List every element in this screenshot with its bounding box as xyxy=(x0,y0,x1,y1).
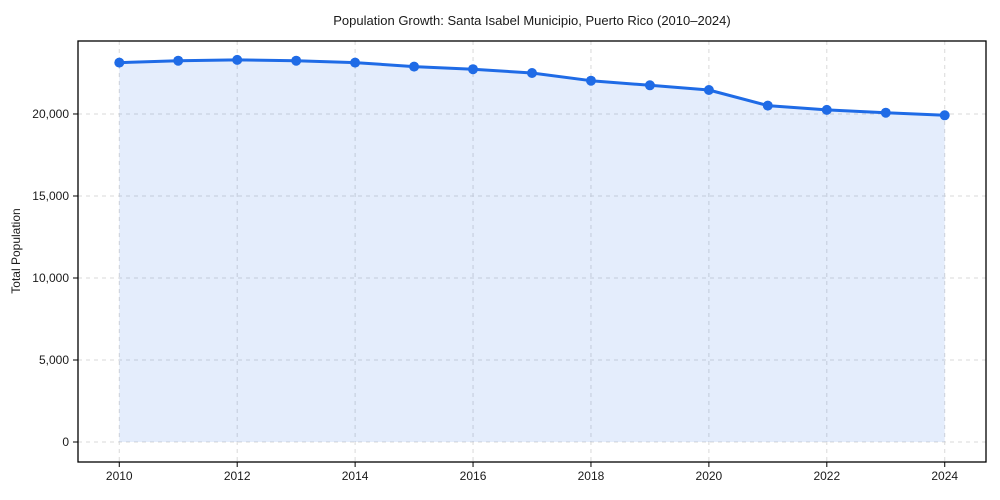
data-point-2013 xyxy=(291,55,302,66)
x-tick-label: 2018 xyxy=(578,469,605,483)
frame-layer xyxy=(77,40,987,463)
data-point-2010 xyxy=(114,57,125,68)
x-tick-label: 2020 xyxy=(696,469,723,483)
tick-label-layer: 2010 2012 2014 2016 2018 2020 2022 2024 0 5,000 10… xyxy=(32,107,958,483)
y-tick-label: 10,000 xyxy=(32,271,69,285)
area-fill xyxy=(119,59,945,442)
data-point-2022 xyxy=(821,104,832,115)
x-tick-label: 2010 xyxy=(106,469,133,483)
y-tick-label: 0 xyxy=(62,435,69,449)
chart-title: Population Growth: Santa Isabel Municipi… xyxy=(333,13,730,28)
y-tick-label: 5,000 xyxy=(39,353,69,367)
data-point-2015 xyxy=(409,61,420,72)
gridline-layer xyxy=(78,41,986,462)
y-tick-label: 15,000 xyxy=(32,189,69,203)
x-tick-label: 2014 xyxy=(342,469,369,483)
y-tick-label: 20,000 xyxy=(32,107,69,121)
data-point-2014 xyxy=(350,57,361,68)
x-tick-label: 2016 xyxy=(460,469,487,483)
plot-frame xyxy=(77,40,987,463)
series-layer xyxy=(114,54,950,442)
y-axis-label: Total Population xyxy=(9,208,23,293)
data-point-2019 xyxy=(644,80,655,91)
data-point-2018 xyxy=(586,75,596,86)
x-tick-label: 2022 xyxy=(813,469,840,483)
x-tick-label: 2024 xyxy=(931,469,958,483)
data-point-2020 xyxy=(703,85,714,95)
data-point-2016 xyxy=(468,64,478,75)
x-tick-label: 2012 xyxy=(224,469,251,483)
data-point-2011 xyxy=(173,55,184,66)
data-point-2012 xyxy=(232,54,243,65)
tick-layer xyxy=(73,113,946,467)
data-point-2023 xyxy=(880,107,891,118)
data-point-2024 xyxy=(939,110,950,121)
data-point-2017 xyxy=(527,68,537,78)
data-point-2021 xyxy=(762,100,773,111)
